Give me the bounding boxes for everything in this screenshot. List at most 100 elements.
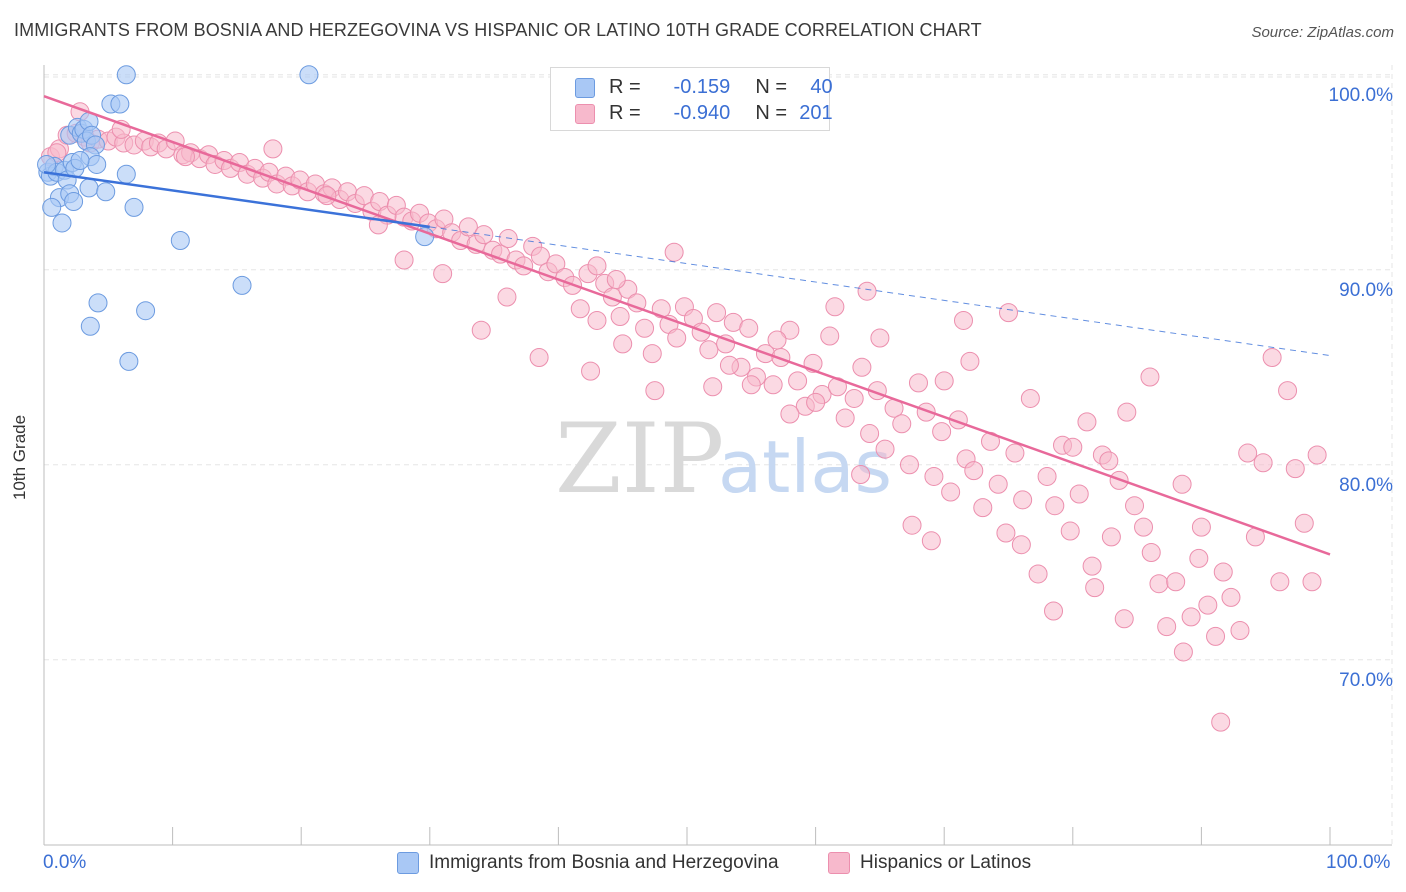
point-hispanic [497,287,517,307]
point-hispanic [767,330,787,350]
point-hispanic [953,310,973,330]
point-hispanic [1082,556,1102,576]
trend-line-bosnia [43,171,430,229]
point-hispanic [1181,607,1201,627]
point-hispanic [1198,595,1218,615]
point-hispanic [699,340,719,360]
point-bosnia [80,316,100,336]
point-hispanic [433,264,453,284]
point-bosnia [87,154,107,174]
point-hispanic [875,439,895,459]
point-hispanic [1172,474,1192,494]
point-hispanic [835,408,855,428]
point-hispanic [1238,443,1258,463]
legend-r-value-bosnia: -0.159 [673,76,731,98]
point-hispanic [988,474,1008,494]
point-hispanic [941,482,961,502]
point-hispanic [1141,543,1161,562]
axes [43,65,1392,846]
point-hispanic [1125,496,1145,516]
point-bosnia [88,293,108,313]
point-bosnia [42,197,62,217]
trend-lines [43,95,1331,556]
point-hispanic [921,531,941,551]
legend-n-value-hispanic: 201 [799,102,833,124]
point-hispanic [973,498,993,518]
point-hispanic [471,320,491,340]
point-hispanic [1262,348,1282,367]
y-tick-label: 90.0% [1339,280,1393,301]
point-hispanic [707,303,727,323]
point-hispanic [1063,437,1083,457]
point-hispanic [852,357,872,377]
point-hispanic [606,270,626,289]
point-hispanic [667,328,687,348]
point-bosnia [136,301,156,321]
legend-r-value-hispanic: -0.940 [673,102,731,124]
chart-title: IMMIGRANTS FROM BOSNIA AND HERZEGOVINA V… [14,20,982,40]
point-hispanic [780,320,800,340]
point-hispanic [788,371,808,391]
point-hispanic [1278,381,1298,401]
point-hispanic [1157,617,1177,637]
point-hispanic [394,250,414,270]
point-hispanic [263,139,283,159]
point-hispanic [317,186,337,206]
trend-line-bosnia-extension [429,226,1331,357]
point-hispanic [581,361,601,381]
point-hispanic [1085,578,1105,598]
point-hispanic [851,465,871,484]
point-hispanic [1302,572,1322,592]
point-bosnia [110,94,130,114]
y-tick-label: 100.0% [1329,85,1394,106]
point-hispanic [1213,562,1233,582]
point-bosnia [232,275,252,295]
legend-swatch-pink [575,104,595,124]
point-hispanic [613,334,633,354]
point-hispanic [587,256,607,276]
legend-n-label: N = [755,76,788,98]
point-hispanic [570,299,590,319]
point-hispanic [1101,527,1121,547]
point-hispanic [645,381,665,401]
point-hispanic [825,297,845,317]
point-hispanic [1060,521,1080,541]
point-hispanic [892,414,912,434]
point-bosnia [170,231,190,250]
point-hispanic [1099,451,1119,471]
x-tick-label-min: 0.0% [43,852,87,873]
point-hispanic [703,377,723,397]
point-hispanic [546,254,566,274]
point-hispanic [1189,548,1209,568]
x-tick-label-max: 100.0% [1326,852,1391,873]
point-hispanic [1028,564,1048,584]
y-tick-label: 70.0% [1339,670,1393,691]
point-hispanic [1191,517,1211,537]
point-hispanic [844,388,864,408]
point-hispanic [1230,621,1250,640]
watermark-zip: ZIP [555,403,724,515]
point-hispanic [902,515,922,535]
legend-n-value-bosnia: 40 [810,76,833,98]
chart-source: Source: ZipAtlas.com [1251,24,1394,41]
point-bosnia [124,197,144,217]
point-hispanic [924,466,944,486]
point-bosnia [64,192,84,211]
point-hispanic [175,147,195,167]
bottom-legend-label-bosnia: Immigrants from Bosnia and Herzegovina [429,852,779,873]
point-hispanic [1020,388,1040,408]
legend-swatch-blue [575,78,595,98]
point-hispanic [1206,626,1226,646]
point-hispanic [610,307,630,327]
bottom-legend-label-hispanic: Hispanics or Latinos [860,852,1032,873]
legend-n-label: N = [755,102,788,124]
point-bosnia [96,182,116,202]
point-hispanic [587,310,607,330]
point-hispanic [719,355,739,375]
point-bosnia [116,65,136,85]
point-hispanic [1166,572,1186,592]
point-hispanic [1005,443,1025,463]
series-bosnia-points [37,65,435,371]
point-bosnia [70,151,90,171]
